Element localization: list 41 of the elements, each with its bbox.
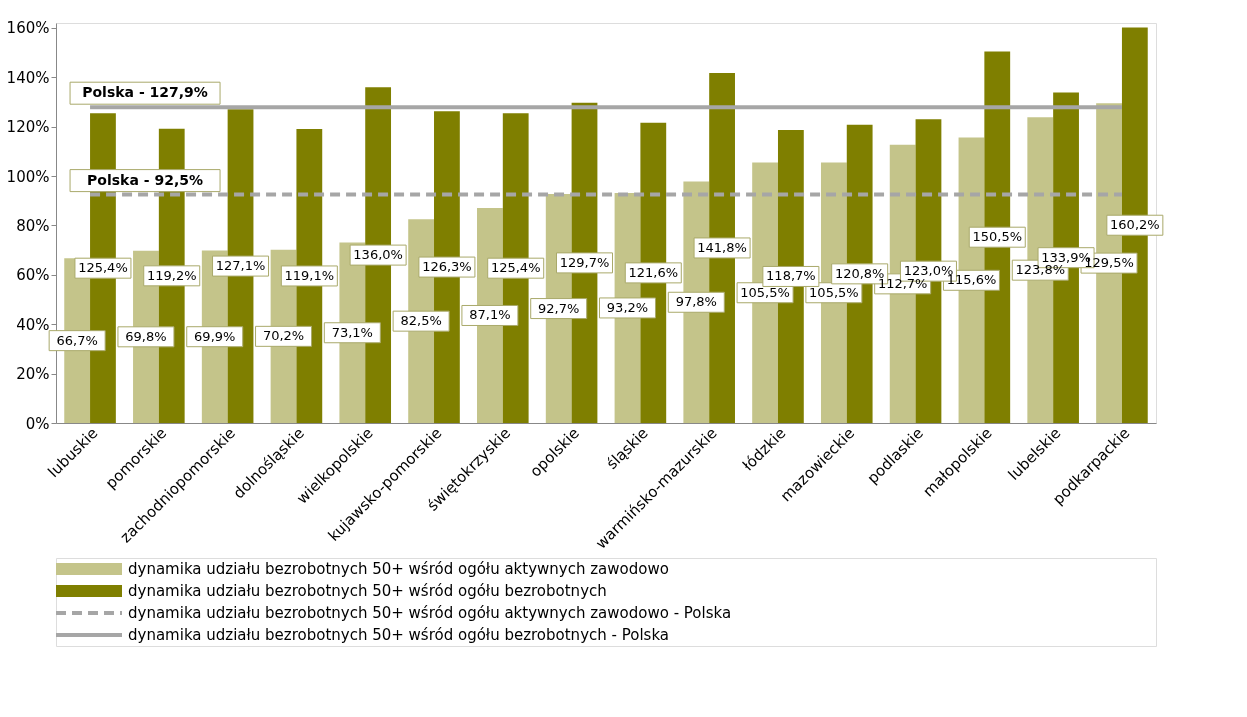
legend-label: dynamika udziału bezrobotnych 50+ wśród ogółu aktywnych zawodowo	[128, 560, 669, 578]
y-tick-label: 100%	[6, 167, 50, 186]
data-label: 118,7%	[766, 268, 816, 284]
data-label: 70,2%	[262, 328, 305, 344]
data-label: 92,7%	[538, 300, 580, 316]
data-label: 69,8%	[125, 328, 167, 344]
data-label: 127,1%	[215, 258, 266, 274]
y-tick-label: 60%	[16, 266, 50, 285]
y-tick-label: 20%	[16, 365, 50, 384]
data-label: 129,7%	[559, 254, 610, 270]
legend-label: dynamika udziału bezrobotnych 50+ wśród ogółu bezrobotnych	[128, 582, 607, 600]
legend-label: dynamika udziału bezrobotnych 50+ wśród ogółu bezrobotnych - Polska	[128, 626, 669, 644]
data-label: 73,1%	[331, 324, 373, 340]
data-label: 125,4%	[78, 260, 128, 276]
data-label: 66,7%	[56, 332, 98, 348]
data-label: 121,6%	[628, 264, 679, 280]
data-label: 136,0%	[353, 247, 403, 263]
data-label: 119,1%	[284, 267, 335, 283]
legend-label: dynamika udziału bezrobotnych 50+ wśród ogółu aktywnych zawodowo - Polska	[128, 604, 732, 622]
y-tick-label: 120%	[6, 118, 50, 137]
data-label: 69,9%	[194, 328, 236, 344]
y-tick-label: 0%	[25, 414, 50, 433]
data-label: 141,8%	[697, 239, 747, 255]
data-label: 97,8%	[675, 294, 717, 310]
data-label: 125,4%	[490, 260, 541, 276]
annotation: Polska - 127,9%	[82, 84, 208, 101]
data-label: 82,5%	[400, 313, 442, 329]
y-tick-label: 40%	[16, 315, 50, 334]
y-tick-label: 140%	[6, 68, 50, 87]
y-tick-label: 160%	[6, 19, 50, 38]
data-label: 119,2%	[146, 267, 197, 283]
data-label: 160,2%	[1110, 217, 1160, 233]
annotation: Polska - 92,5%	[87, 171, 204, 188]
data-label: 105,5%	[740, 284, 790, 300]
data-label: 126,3%	[422, 259, 472, 275]
data-label: 105,5%	[809, 284, 859, 300]
data-label: 93,2%	[606, 299, 649, 315]
data-label: 123,8%	[1015, 262, 1066, 278]
data-label: 87,1%	[469, 307, 511, 323]
data-label: 150,5%	[972, 229, 1023, 245]
y-tick-label: 80%	[16, 216, 50, 235]
